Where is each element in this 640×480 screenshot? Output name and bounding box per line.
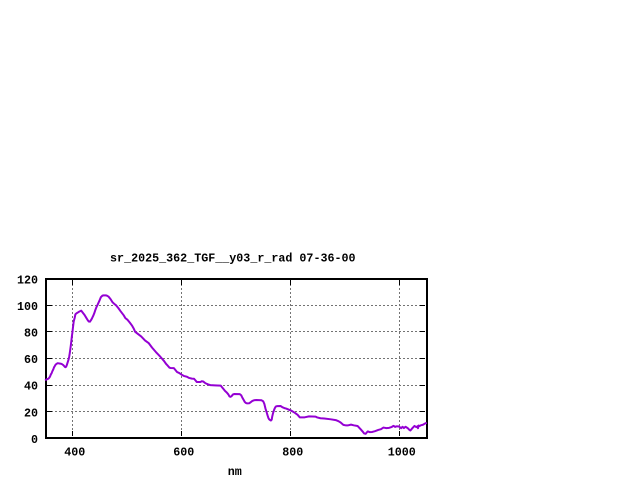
svg-text:20: 20	[24, 406, 38, 420]
svg-text:sr_2025_362_TGF__y03_r_rad 07-: sr_2025_362_TGF__y03_r_rad 07-36-00	[110, 251, 355, 265]
svg-text:120: 120	[17, 273, 38, 287]
svg-text:100: 100	[17, 300, 38, 314]
svg-text:80: 80	[24, 327, 38, 341]
svg-text:40: 40	[24, 380, 38, 394]
svg-text:800: 800	[282, 446, 303, 460]
svg-text:600: 600	[173, 446, 194, 460]
svg-text:0: 0	[31, 433, 38, 447]
svg-text:1000: 1000	[388, 446, 416, 460]
svg-text:400: 400	[64, 446, 85, 460]
svg-text:60: 60	[24, 353, 38, 367]
svg-text:nm: nm	[228, 465, 242, 479]
